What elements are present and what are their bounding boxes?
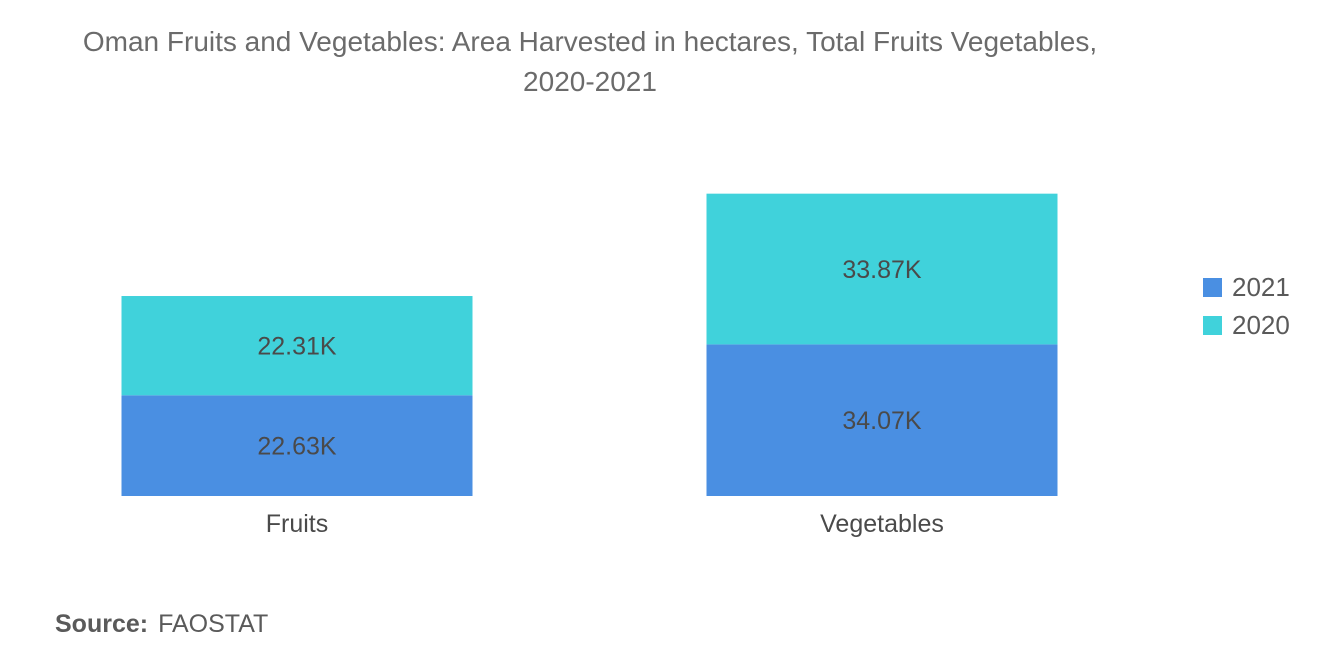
bar-vegetables-2020[interactable] (706, 193, 1058, 345)
source-value: FAOSTAT (158, 610, 269, 638)
bar-vegetables-2021[interactable] (706, 344, 1058, 496)
source-note: Source: FAOSTAT (55, 610, 268, 639)
chart-subtitle: 2020-2021 (523, 66, 657, 97)
chart-title-line1: Oman Fruits and Vegetables: Area Harvest… (82, 26, 1098, 57)
bar-fruits-2021[interactable] (121, 395, 473, 496)
legend-item-2020[interactable]: 2020 (1203, 306, 1290, 344)
stacked-bar-chart: 22.63K 22.31K Fruits 34.07K 33.87K Vegetables (121, 193, 1058, 538)
legend: 2021 2020 (1203, 268, 1290, 344)
data-label-vegetables-2020: 33.87K (842, 256, 922, 284)
legend-label-2021: 2021 (1232, 271, 1290, 302)
source-label: Source: (55, 610, 149, 638)
x-tick-label-fruits: Fruits (266, 510, 329, 538)
legend-item-2021[interactable]: 2021 (1203, 268, 1290, 306)
legend-swatch-2021 (1203, 277, 1222, 297)
bar-fruits-2020[interactable] (121, 296, 473, 396)
legend-swatch-2020 (1203, 315, 1222, 335)
x-tick-label-vegetables: Vegetables (820, 510, 944, 538)
chart-title: Oman Fruits and Vegetables: Area Harvest… (0, 22, 1180, 102)
data-label-fruits-2020: 22.31K (257, 333, 337, 361)
data-label-vegetables-2021: 34.07K (842, 407, 922, 435)
legend-label-2020: 2020 (1232, 309, 1290, 340)
data-label-fruits-2021: 22.63K (257, 433, 337, 461)
